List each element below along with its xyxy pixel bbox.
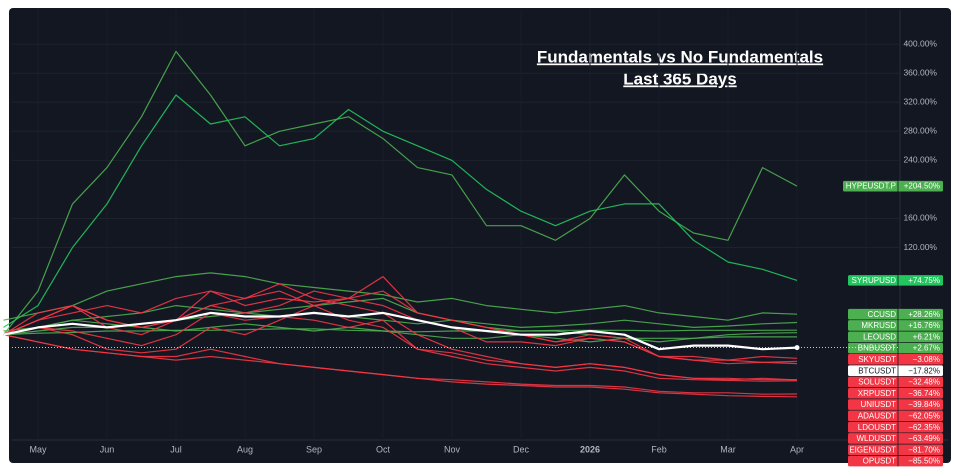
tag-bg <box>848 354 943 365</box>
series-line <box>3 305 798 332</box>
value-label: −32.48% <box>908 378 940 387</box>
legend-label: LEOUSD <box>863 332 896 341</box>
legend-label: EIGENUSDT <box>849 445 896 454</box>
x-tick-label: Aug <box>237 444 253 454</box>
legend-label: SOLUSDT <box>858 378 896 387</box>
value-label: +204.50% <box>904 182 940 191</box>
x-tick-label: Sep <box>306 444 322 454</box>
y-tick-label: 280.00% <box>903 126 937 136</box>
legend-label: BTCUSDT <box>858 366 896 375</box>
value-label: +16.76% <box>908 321 940 330</box>
series-line <box>3 283 798 381</box>
chart-subtitle: Last 365 Days <box>623 69 736 88</box>
tag-bg <box>848 421 943 433</box>
tag-bg <box>848 410 943 422</box>
y-tick-label: 320.00% <box>903 96 937 106</box>
tag-bg <box>848 376 943 388</box>
x-tick-label: 2026 <box>580 444 600 454</box>
x-tick-label: Jul <box>170 444 182 454</box>
series-line <box>3 305 798 382</box>
x-tick-label: Jun <box>100 444 115 454</box>
legend-label: ADAUSDT <box>858 411 896 420</box>
legend-label: MKRUSD <box>861 321 896 330</box>
chart-title: Fundamentals vs No Fundamentals <box>537 47 823 66</box>
tag-bg <box>848 444 943 456</box>
x-tick-label: Nov <box>444 444 461 454</box>
series-line <box>3 94 798 328</box>
last-point <box>794 345 800 351</box>
tag-bg <box>848 331 943 343</box>
tag-bg <box>848 342 943 354</box>
value-label: −39.84% <box>908 400 940 409</box>
legend-label: HYPEUSDT.P <box>846 182 896 191</box>
legend-label: SKYUSDT <box>858 355 896 364</box>
x-tick-label: Oct <box>376 444 391 454</box>
value-label: +28.26% <box>908 310 940 319</box>
series-line <box>3 50 798 336</box>
legend-label: CCUSD <box>868 310 897 319</box>
y-tick-label: 160.00% <box>903 213 937 223</box>
tag-bg <box>848 275 943 286</box>
tag-bg <box>848 455 943 467</box>
x-tick-label: Dec <box>513 444 530 454</box>
value-label: +2.67% <box>913 344 940 353</box>
tag-bg <box>843 180 943 192</box>
panel <box>9 8 951 463</box>
y-tick-label: 120.00% <box>903 242 937 252</box>
tag-bg <box>848 365 943 376</box>
x-tick-label: Feb <box>651 444 667 454</box>
value-label: −63.49% <box>908 434 940 443</box>
tag-bg <box>848 399 943 410</box>
series-line <box>3 276 798 365</box>
legend-label: LDOUSDT <box>858 423 896 432</box>
legend-label: WLDUSDT <box>856 434 896 443</box>
y-tick-label: 240.00% <box>903 155 937 165</box>
x-tick-label: May <box>29 444 47 454</box>
value-label: −36.74% <box>908 389 940 398</box>
value-label: +6.21% <box>913 332 940 341</box>
value-label: +74.75% <box>908 276 940 285</box>
tag-bg <box>848 308 943 320</box>
tag-bg <box>848 320 943 331</box>
legend-label: UNIUSDT <box>860 400 896 409</box>
series-line <box>3 334 798 398</box>
series-line <box>3 272 798 321</box>
series-line <box>3 328 798 336</box>
tag-bg <box>848 387 943 399</box>
value-label: −62.35% <box>908 423 940 432</box>
value-label: −62.05% <box>908 411 940 420</box>
legend-label: XRPUSDT <box>858 389 896 398</box>
value-label: −85.50% <box>908 457 940 466</box>
series-line <box>3 311 798 351</box>
y-tick-label: 360.00% <box>903 67 937 77</box>
value-label: −17.82% <box>908 366 940 375</box>
value-label: −3.08% <box>913 355 940 364</box>
legend-label: SYRUPUSD <box>852 276 897 285</box>
y-tick-label: 400.00% <box>903 38 937 48</box>
value-label: −81.70% <box>908 445 940 454</box>
legend-label: OPUSDT <box>863 457 896 466</box>
x-tick-label: Apr <box>790 444 804 454</box>
tag-bg <box>848 433 943 444</box>
legend-label: BNBUSDT <box>858 344 896 353</box>
x-tick-label: Mar <box>720 444 736 454</box>
